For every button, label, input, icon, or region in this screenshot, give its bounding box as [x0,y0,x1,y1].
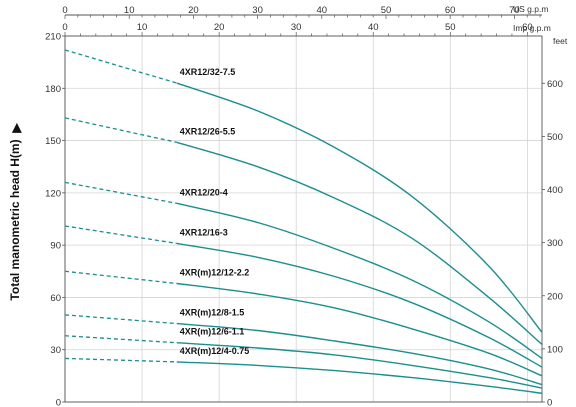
us-tick-label: 20 [188,5,199,16]
top-us-axis-unit: US g.p.m [513,4,548,14]
series-label-8: 4XR(m)12/4-0.75 [180,346,250,356]
right-tick-label: 500 [547,132,563,143]
series-label-2: 4XR12/26-5.5 [180,126,236,136]
top-imp-axis-unit: Imp g.p.m [513,23,551,33]
series-line-7 [176,342,543,389]
series-line-6 [176,322,543,386]
right-tick-label: 0 [547,398,552,407]
series-line-1 [176,82,543,333]
y-tick-label: 60 [50,293,61,304]
series-line-2 [176,141,543,346]
series-label-4: 4XR12/16-3 [180,227,228,237]
imp-tick-label: 40 [368,22,379,33]
y-tick-label: 30 [50,345,61,356]
plot-frame [64,35,543,403]
imp-tick-label: 60 [522,22,533,33]
y-tick-label: 90 [50,241,61,252]
series-dashed-7 [64,335,177,344]
right-tick-label: 400 [547,185,563,196]
us-tick-label: 0 [62,5,67,16]
series-label-5: 4XR(m)12/12-2.2 [180,267,250,277]
us-tick-label: 40 [317,5,328,16]
us-tick-label: 30 [252,5,263,16]
imp-tick-label: 30 [291,22,302,33]
right-tick-label: 100 [547,344,563,355]
y-tick-label: 180 [45,84,61,95]
series-label-7: 4XR(m)12/6-1.1 [180,327,245,337]
series-label-6: 4XR(m)12/8-1.5 [180,308,245,318]
right-tick-label: 300 [547,238,563,249]
right-axis-unit: feet [553,36,568,46]
curves [64,49,543,394]
y-axis-label: Total manometric head H(m) [8,139,22,300]
y-tick-label: 0 [56,398,61,407]
series-line-4 [176,242,543,368]
us-tick-label: 10 [124,5,135,16]
y-tick-label: 210 [45,32,61,43]
series-dashed-2 [64,117,177,143]
y-tick-label: 150 [45,136,61,147]
us-tick-label: 70 [509,5,520,16]
series-line-8 [176,361,543,394]
imp-tick-label: 20 [214,22,225,33]
series-dashed-6 [64,314,177,325]
y-axis-arrow: ▶ [9,123,23,134]
imp-tick-label: 0 [62,22,67,33]
imp-tick-label: 10 [137,22,148,33]
us-tick-label: 50 [381,5,392,16]
y-tick-label: 120 [45,188,61,199]
series-line-5 [176,282,543,377]
series-dashed-4 [64,225,177,245]
us-tick-label: 60 [445,5,456,16]
series-dashed-1 [64,49,177,84]
right-tick-label: 200 [547,291,563,302]
curve-labels: 4XR12/32-7.5 4XR12/26-5.5 4XR12/20-4 4XR12/… [180,67,250,356]
imp-tick-label: 50 [445,22,456,33]
series-dashed-5 [64,270,177,285]
series-dashed-8 [64,357,177,363]
series-label-1: 4XR12/32-7.5 [180,67,236,77]
series-label-3: 4XR12/20-4 [180,187,228,197]
series-line-3 [176,202,543,359]
series-dashed-3 [64,181,177,204]
right-tick-label: 600 [547,79,563,90]
